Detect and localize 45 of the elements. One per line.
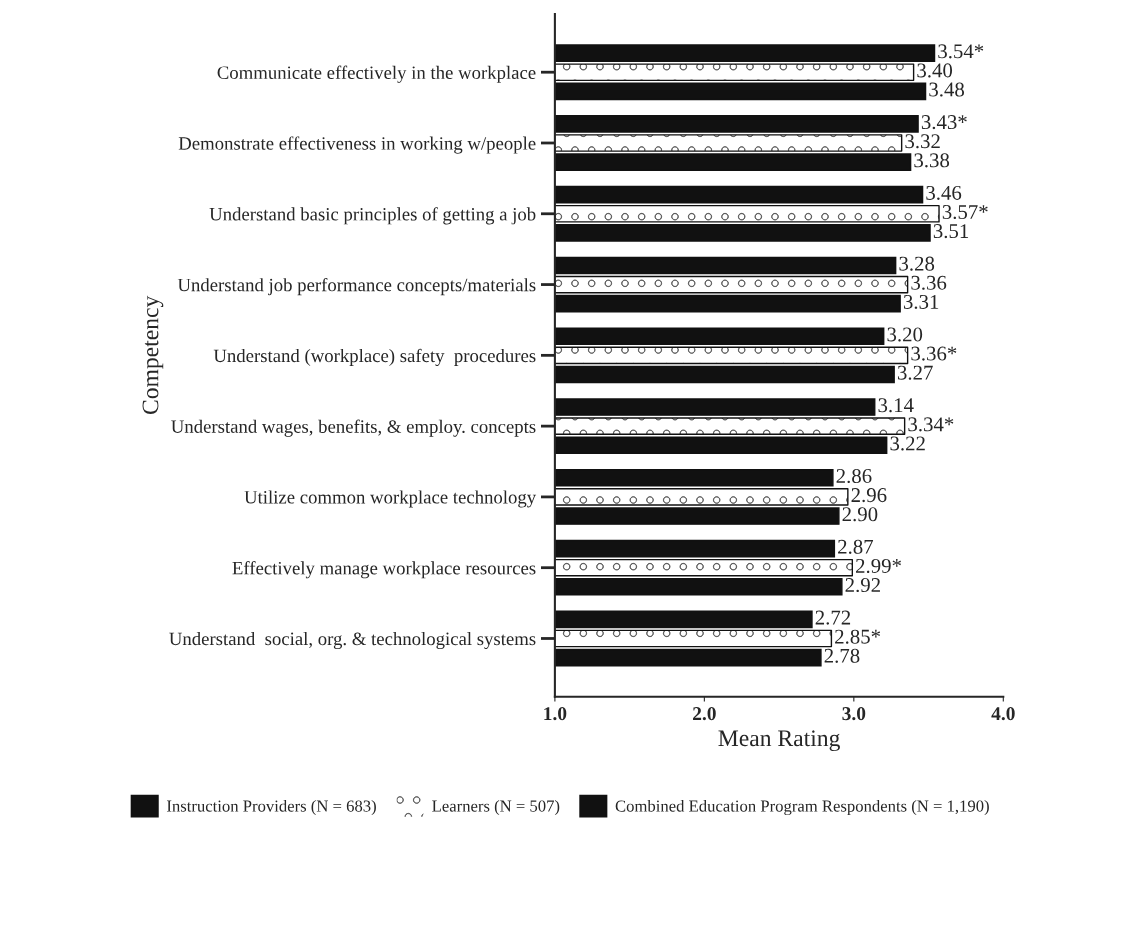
y-tick-label: Understand social, org. & technological systems (169, 631, 536, 650)
y-tick-label: Demonstrate effectiveness in working w/people (178, 136, 536, 154)
y-tick-label: Understand wages, benefits, & employ. concepts (171, 419, 536, 437)
data-label: 3.32 (905, 134, 940, 149)
data-label: 3.43* (921, 115, 967, 130)
data-label: 3.38 (914, 153, 950, 168)
data-label: 3.36 (911, 275, 947, 290)
data-label: 3.14 (878, 398, 914, 413)
y-tick-label: Communicate effectively in the workplace (217, 65, 536, 83)
x-tick-label: 4.0 (991, 707, 1015, 721)
data-label: 3.48 (929, 82, 965, 97)
data-label: 2.90 (842, 507, 878, 522)
data-label: 3.57* (942, 204, 988, 220)
data-label: 3.22 (890, 436, 925, 451)
data-label: 3.46 (926, 185, 962, 200)
y-axis-title: Competency (142, 295, 164, 415)
legend-label: Instruction Providers (N = 683) (166, 799, 376, 816)
legend-label: Learners (N = 507) (432, 799, 560, 816)
x-tick-label: 1.0 (544, 707, 567, 721)
data-label: 3.54* (938, 44, 984, 59)
data-label: 3.20 (887, 327, 923, 342)
data-label: 3.36* (911, 346, 957, 361)
data-label: 3.40 (917, 63, 953, 78)
data-label: 3.51 (933, 224, 969, 239)
data-label: 2.99* (856, 558, 901, 573)
data-label: 3.28 (899, 256, 935, 271)
data-label: 2.78 (824, 648, 860, 663)
data-label: 3.27 (897, 365, 933, 380)
data-label: 3.34* (908, 417, 954, 432)
data-label: 2.96 (851, 488, 887, 503)
y-tick-label: Understand job performance concepts/materials (177, 277, 536, 296)
data-label: 2.86 (836, 468, 872, 484)
data-label: 3.31 (903, 294, 939, 309)
y-tick-label: Understand (workplace) safety procedures (213, 348, 536, 366)
data-label: 2.87 (838, 539, 874, 554)
data-label: 2.92 (845, 578, 880, 593)
y-tick-label: Effectively manage workplace resources (232, 561, 536, 579)
x-tick-label: 2.0 (693, 707, 716, 721)
y-tick-label: Utilize common workplace technology (244, 490, 537, 508)
x-axis-title: Mean Rating (718, 730, 840, 752)
data-label: 2.85* (835, 629, 881, 644)
y-tick-label: Understand basic principles of getting a job (209, 207, 536, 225)
legend-label: Combined Education Program Respondents (N = 1,190) (615, 799, 989, 816)
data-label: 2.72 (815, 610, 851, 625)
x-tick-label: 3.0 (842, 707, 866, 721)
